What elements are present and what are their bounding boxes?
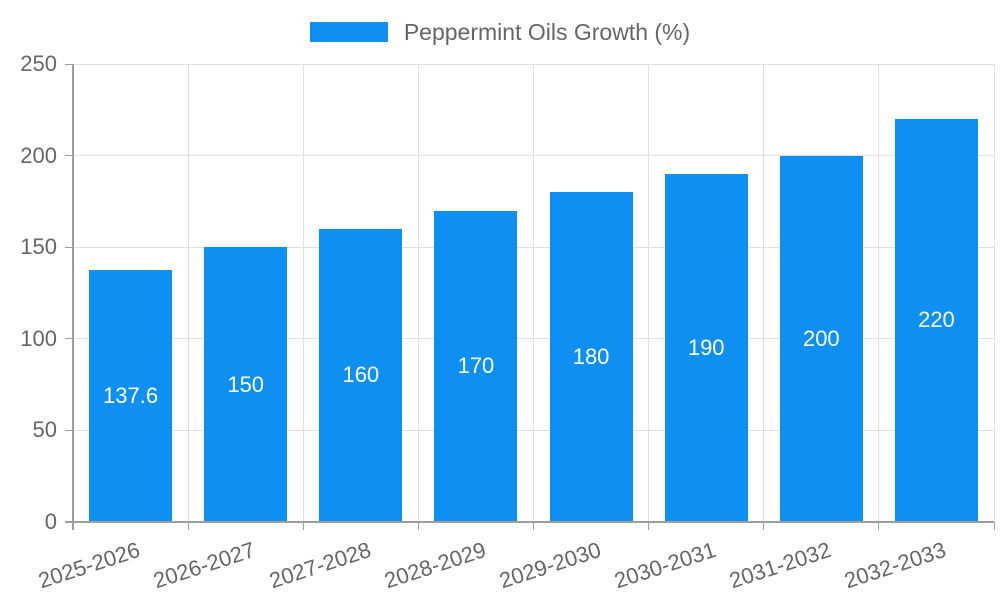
bar-value-label: 137.6 — [103, 382, 159, 408]
grid-line-vertical — [878, 64, 880, 522]
bar[interactable] — [319, 228, 403, 522]
legend[interactable]: Peppermint Oils Growth (%) — [0, 18, 1000, 46]
y-axis-label: 100 — [20, 325, 57, 351]
legend-label: Peppermint Oils Growth (%) — [403, 18, 691, 45]
y-axis-line — [72, 64, 74, 530]
x-axis-tick — [763, 522, 765, 530]
grid-line-vertical — [648, 64, 650, 522]
bar-value-label: 170 — [457, 353, 495, 379]
x-axis-tick — [302, 522, 304, 530]
x-axis-label: 2026-2027 — [150, 537, 259, 594]
y-axis-label: 250 — [20, 51, 57, 76]
y-axis-label: 0 — [44, 509, 57, 534]
grid-line-vertical — [187, 64, 189, 522]
grid-line-vertical — [417, 64, 419, 522]
x-axis-label: 2030-2031 — [611, 537, 719, 594]
y-axis-tick — [65, 338, 73, 340]
x-axis-tick — [417, 522, 419, 530]
legend-swatch[interactable] — [309, 22, 388, 42]
x-axis-label: 2029-2030 — [495, 537, 604, 594]
bar-value-label: 190 — [687, 334, 725, 360]
y-axis-tick — [65, 63, 73, 65]
x-axis-tick — [187, 522, 189, 530]
x-axis-tick — [993, 522, 995, 530]
bar-value-label: 200 — [802, 325, 840, 351]
y-axis-tick — [65, 429, 73, 431]
bar[interactable] — [549, 192, 633, 522]
x-axis-label: 2027-2028 — [265, 537, 374, 594]
bar[interactable] — [204, 247, 288, 522]
grid-line-vertical — [993, 64, 995, 522]
bar-value-label: 220 — [918, 307, 955, 333]
x-axis-label: 2032-2033 — [841, 537, 950, 594]
y-axis-tick — [65, 246, 73, 248]
x-axis-tick — [533, 522, 534, 530]
x-axis-label: 2028-2029 — [380, 537, 489, 594]
grid-line-vertical — [533, 64, 534, 522]
bar-value-label: 150 — [227, 371, 265, 397]
x-axis-label: 2025-2026 — [35, 537, 144, 594]
y-axis-label: 200 — [20, 142, 57, 168]
bar[interactable] — [894, 118, 978, 522]
x-axis-tick — [648, 522, 650, 530]
x-axis-line — [65, 521, 994, 523]
y-axis-label: 150 — [20, 234, 57, 260]
bar-value-label: 160 — [342, 362, 380, 388]
grid-line-vertical — [763, 64, 765, 522]
y-axis-label: 50 — [32, 417, 57, 443]
x-axis-tick — [878, 522, 880, 530]
bar[interactable] — [89, 269, 173, 522]
grid-line-vertical — [302, 64, 304, 522]
y-axis-tick — [65, 155, 73, 157]
bar[interactable] — [664, 173, 748, 522]
x-axis-label: 2031-2032 — [726, 537, 835, 594]
bar[interactable] — [434, 210, 518, 522]
bar-value-label: 180 — [572, 344, 610, 370]
bar[interactable] — [779, 155, 863, 522]
